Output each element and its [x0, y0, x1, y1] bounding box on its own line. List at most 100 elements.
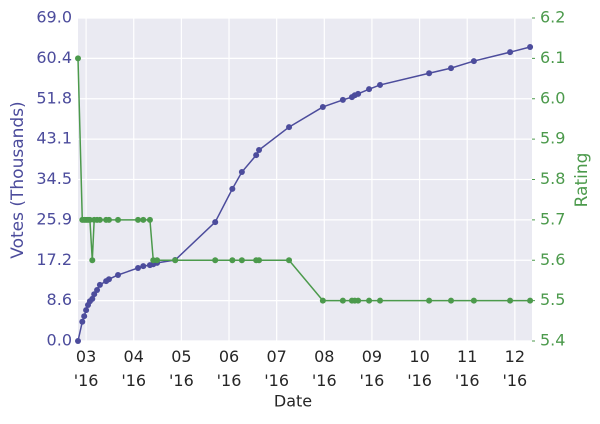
x-tick-line: 07 — [266, 347, 286, 366]
point — [507, 49, 514, 56]
x-tick-line: 06 — [219, 347, 239, 366]
point — [527, 44, 534, 51]
point — [75, 55, 81, 62]
x-tick-line: '16 — [360, 371, 385, 390]
y2-tick-label: 5.5 — [540, 290, 565, 309]
point — [377, 81, 384, 88]
point — [377, 297, 384, 304]
point — [212, 257, 219, 264]
x-tick-label: 12'16 — [502, 347, 527, 390]
point — [89, 257, 96, 264]
point — [366, 86, 373, 93]
x-tick-line: '16 — [217, 371, 242, 390]
point — [286, 257, 293, 264]
point — [172, 257, 179, 264]
point — [256, 257, 263, 264]
point — [96, 216, 103, 223]
x-tick-line: '16 — [312, 371, 337, 390]
x-tick-label: 07'16 — [264, 347, 289, 390]
point — [79, 318, 86, 325]
y-tick-label: 17.2 — [36, 250, 72, 269]
x-tick-line: '16 — [74, 371, 99, 390]
x-tick-line: 04 — [124, 347, 144, 366]
y-tick-label: 34.5 — [36, 169, 72, 188]
point — [256, 147, 263, 154]
point — [470, 58, 477, 65]
point — [86, 216, 93, 223]
y2-tick-label: 6.0 — [540, 88, 565, 107]
x-tick-label: 03'16 — [74, 347, 99, 390]
point — [105, 276, 112, 283]
point — [355, 90, 362, 97]
point — [426, 70, 433, 77]
y-tick-label: 69.0 — [36, 8, 72, 27]
point — [238, 257, 245, 264]
x-tick-line: '16 — [121, 371, 146, 390]
point — [115, 271, 122, 278]
point — [339, 96, 346, 103]
point — [448, 297, 455, 304]
y2-tick-label: 6.1 — [540, 48, 565, 67]
y-axis-label: Votes (Thousands) — [8, 101, 28, 258]
y2-tick-label: 5.7 — [540, 209, 565, 228]
point — [238, 169, 245, 176]
point — [319, 103, 326, 110]
x-tick-label: 06'16 — [217, 347, 242, 390]
point — [448, 65, 455, 72]
x-tick-line: 03 — [76, 347, 96, 366]
x-tick-line: 08 — [314, 347, 334, 366]
y-tick-label: 0.0 — [47, 331, 72, 350]
y2-tick-label: 5.8 — [540, 169, 565, 188]
point — [75, 338, 81, 344]
x-tick-line: 10 — [409, 347, 429, 366]
x-tick-label: 11'16 — [455, 347, 480, 390]
y2-tick-label: 5.4 — [540, 331, 565, 350]
point — [105, 216, 112, 223]
y-tick-label: 25.9 — [36, 209, 72, 228]
x-tick-line: '16 — [502, 371, 527, 390]
point — [140, 216, 147, 223]
y-tick-label: 8.6 — [47, 290, 72, 309]
point — [115, 216, 122, 223]
point — [507, 297, 514, 304]
x-tick-label: 08'16 — [312, 347, 337, 390]
y2-tick-label: 5.6 — [540, 250, 565, 269]
x-axis-label: Date — [274, 392, 312, 411]
y-tick-label: 43.1 — [36, 129, 72, 148]
point — [146, 216, 153, 223]
point — [527, 297, 534, 304]
point — [135, 264, 142, 271]
point — [286, 124, 293, 131]
y2-tick-label: 6.2 — [540, 8, 565, 27]
point — [229, 185, 236, 192]
x-tick-line: '16 — [264, 371, 289, 390]
point — [89, 295, 96, 302]
point — [212, 219, 219, 226]
y2-tick-label: 5.9 — [540, 129, 565, 148]
x-tick-label: 09'16 — [360, 347, 385, 390]
y-tick-label: 60.4 — [36, 48, 72, 67]
x-tick-line: 11 — [457, 347, 477, 366]
point — [229, 257, 236, 264]
point — [470, 297, 477, 304]
x-tick-line: '16 — [455, 371, 480, 390]
point — [83, 307, 90, 314]
x-tick-label: 05'16 — [169, 347, 194, 390]
y-tick-label: 51.8 — [36, 88, 72, 107]
point — [91, 291, 98, 298]
point — [253, 152, 260, 159]
point — [355, 297, 362, 304]
x-tick-label: 04'16 — [121, 347, 146, 390]
point — [154, 257, 161, 264]
point — [339, 297, 346, 304]
point — [96, 281, 103, 288]
point — [135, 216, 142, 223]
point — [366, 297, 373, 304]
x-tick-line: 12 — [505, 347, 525, 366]
x-tick-label: 10'16 — [407, 347, 432, 390]
point — [319, 297, 326, 304]
x-tick-line: '16 — [407, 371, 432, 390]
point — [140, 263, 147, 270]
y2-axis-label: Rating — [572, 153, 592, 208]
